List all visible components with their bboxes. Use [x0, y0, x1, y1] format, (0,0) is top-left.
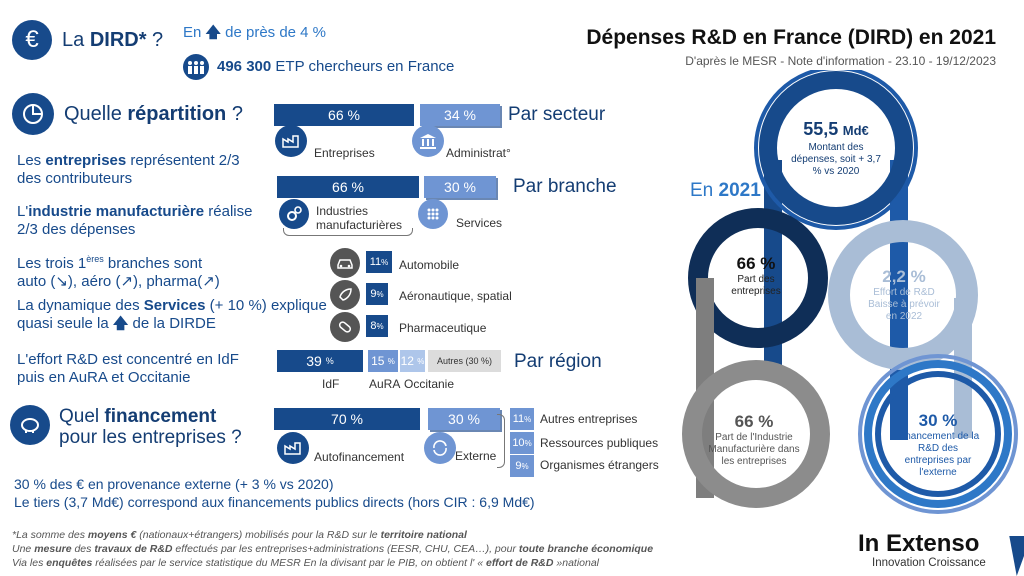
funding-caption-external: Externe: [455, 449, 497, 463]
branch-pct-aero: 9%: [366, 283, 388, 305]
gears-icon: [279, 199, 309, 229]
researchers-count: 496 300 ETP chercheurs en France: [217, 58, 455, 75]
region-bar-occitanie: 12 %: [400, 350, 425, 372]
pie-chart-icon: [12, 93, 54, 135]
branch-pct-auto: 11%: [366, 251, 392, 273]
exchange-icon: [424, 432, 456, 464]
circle-industry-share: 66 % Part de l'Industrie Manufacturière …: [708, 412, 800, 467]
branch-label-aero: Aéronautique, spatial: [399, 289, 512, 303]
branch-caption-services: Services: [456, 216, 503, 230]
branch-bar-industry: 66 %: [277, 176, 419, 198]
dird-question: La DIRD* ?: [62, 29, 164, 51]
people-icon: [183, 54, 209, 80]
page-title: Dépenses R&D en France (DIRD) en 2021: [586, 26, 996, 49]
year-label: En 2021 :: [690, 180, 771, 201]
circle-rd-effort: 2,2 % Effort de R&D Baisse à prévoir en …: [868, 267, 940, 322]
source-label-public: Ressources publiques: [540, 436, 659, 450]
sector-bar-admin: 34 %: [420, 104, 500, 126]
region-bar-others: Autres (30 %): [428, 350, 501, 372]
government-building-icon: [412, 125, 444, 157]
sector-bar-enterprises: 66 %: [274, 104, 414, 126]
funding-brace: [497, 414, 505, 468]
circle-total-amount: 55,5 Md€ Montant des dépenses, soit + 3,…: [791, 118, 881, 177]
region-label: Par région: [514, 351, 602, 372]
footnote: *La somme des moyens € (nationaux+étrang…: [12, 529, 654, 569]
car-icon: [330, 248, 360, 278]
sector-caption-enterprises: Entreprises: [314, 146, 375, 160]
rocket-icon: [330, 280, 360, 310]
page-subtitle: D'après le MESR - Note d'information - 2…: [685, 54, 996, 68]
piggy-bank-icon: [10, 405, 50, 445]
euro-icon: €: [12, 20, 52, 60]
sector-note: Les entreprises représentent 2/3 des con…: [17, 152, 240, 187]
source-pct-enterprises: 11%: [510, 408, 534, 430]
services-grid-icon: [418, 199, 448, 229]
brand-tagline: Innovation Croissance: [872, 557, 986, 569]
repartition-question: Quelle répartition ?: [64, 103, 243, 125]
branch-note: L'industrie manufacturière réalise 2/3 d…: [17, 203, 253, 238]
three-branches-note: Les trois 1ères branches sont auto (↘), …: [17, 254, 220, 290]
branch-bar-services: 30 %: [424, 176, 496, 198]
funding-bar-self: 70 %: [274, 408, 420, 430]
funding-note-2: Le tiers (3,7 Md€) correspond aux financ…: [14, 494, 535, 510]
branch-pct-pharma: 8%: [366, 315, 388, 337]
dird-growth: En 🡅 de près de 4 %: [183, 24, 327, 41]
region-note: L'effort R&D est concentré en IdF puis en…: [17, 351, 239, 386]
services-note: La dynamique des Services (+ 10 %) expli…: [17, 297, 327, 332]
region-caption-occitanie: Occitanie: [404, 377, 455, 391]
circle-enterprise-share: 66 % Part des entreprises: [731, 254, 781, 297]
arrow-up-icon: 🡅: [205, 24, 221, 41]
factory-icon: [275, 125, 307, 157]
sector-label: Par secteur: [508, 104, 606, 125]
source-pct-public: 10%: [510, 432, 534, 454]
region-caption-idf: IdF: [322, 377, 340, 391]
circle-external-funding: 30 % Financement de la R&D des entrepris…: [896, 411, 980, 478]
branch-label-auto: Automobile: [399, 258, 460, 272]
region-bar-aura: 15 %: [368, 350, 398, 372]
branch-bracket: [283, 228, 413, 236]
funding-note-1: 30 % des € en provenance externe (+ 3 % …: [14, 476, 334, 492]
region-caption-aura: AuRA: [369, 377, 401, 391]
financement-question: Quel financement pour les entreprises ?: [59, 406, 242, 448]
branch-caption-industry: Industries manufacturières: [316, 204, 403, 232]
sector-caption-admin: Administrat°: [446, 146, 511, 160]
rings-graphic: [682, 70, 1018, 514]
arrow-up-icon: 🡅: [112, 315, 129, 332]
factory-icon: [277, 432, 309, 464]
branch-label: Par branche: [513, 176, 617, 197]
funding-caption-self: Autofinancement: [314, 450, 405, 464]
source-label-enterprises: Autres entreprises: [540, 412, 638, 426]
source-pct-foreign: 9%: [510, 455, 534, 477]
region-bar-idf: 39 %: [277, 350, 363, 372]
brand-logo: In Extenso: [858, 530, 980, 557]
funding-bar-external: 30 %: [428, 408, 500, 430]
source-label-foreign: Organismes étrangers: [540, 458, 659, 472]
branch-label-pharma: Pharmaceutique: [399, 321, 487, 335]
pill-icon: [330, 312, 360, 342]
